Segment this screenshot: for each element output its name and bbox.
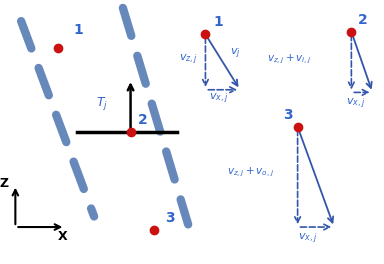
Text: $v_{x,j}$: $v_{x,j}$: [298, 232, 317, 246]
Text: 3: 3: [283, 108, 293, 122]
Text: 2: 2: [138, 113, 148, 127]
Text: $v_{x,j}$: $v_{x,j}$: [346, 97, 365, 111]
Text: Z: Z: [0, 177, 9, 190]
Text: $v_{z,j}+v_{i,j}$: $v_{z,j}+v_{i,j}$: [267, 52, 311, 65]
Text: $v_{z,j}$: $v_{z,j}$: [179, 52, 197, 67]
Text: $v_{x,j}$: $v_{x,j}$: [209, 92, 228, 106]
Text: 2: 2: [358, 13, 367, 27]
Text: $v_{z,j}+v_{o,j}$: $v_{z,j}+v_{o,j}$: [227, 166, 274, 179]
Text: $v_j$: $v_j$: [230, 47, 241, 61]
Text: X: X: [58, 230, 67, 243]
Text: 1: 1: [73, 23, 83, 37]
Text: $T_j$: $T_j$: [96, 95, 108, 112]
Text: 3: 3: [165, 211, 175, 225]
Text: 1: 1: [213, 15, 223, 29]
